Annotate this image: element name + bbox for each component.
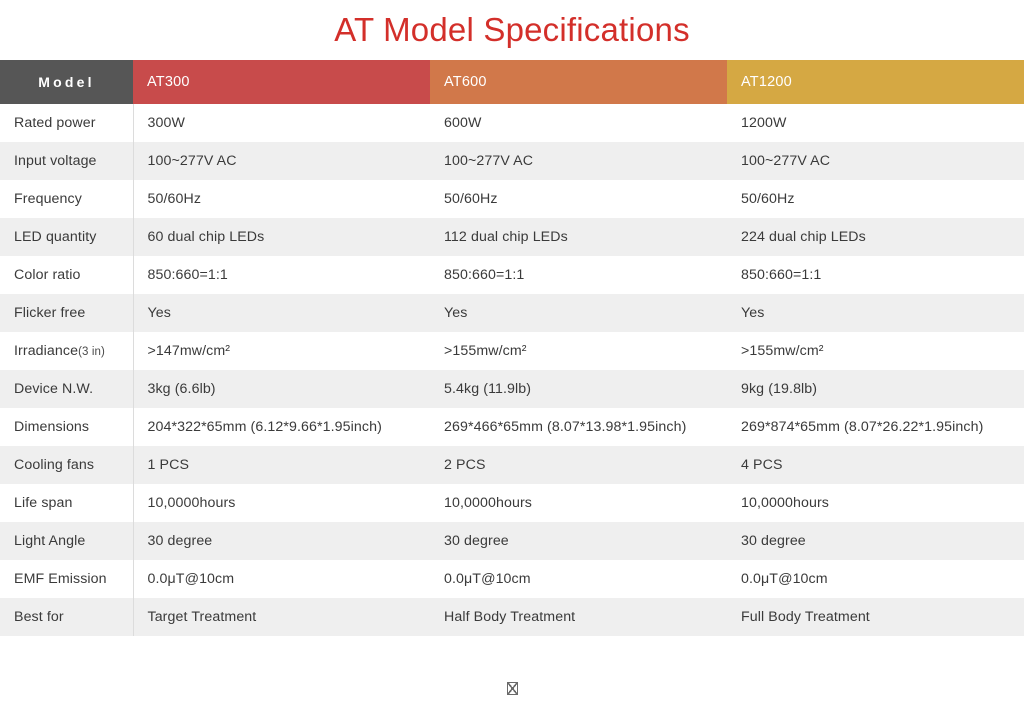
cell-at300: 30 degree xyxy=(133,522,430,560)
table-row: Life span 10,0000hours 10,0000hours 10,0000… xyxy=(0,484,1024,522)
cell-at600: 5.4kg (11.9lb) xyxy=(430,370,727,408)
cell-at600: Yes xyxy=(430,294,727,332)
row-label: Frequency xyxy=(0,180,134,218)
cell-at600: 10,0000hours xyxy=(430,484,727,522)
cell-at300: 850:660=1:1 xyxy=(133,256,430,294)
table-row: EMF Emission 0.0μT@10cm 0.0μT@10cm 0.0μT@10… xyxy=(0,560,1024,598)
table-row: Input voltage 100~277V AC 100~277V AC 100~2… xyxy=(0,142,1024,180)
cell-at1200: 9kg (19.8lb) xyxy=(727,370,1024,408)
row-label: Cooling fans xyxy=(0,446,134,484)
cell-at300: >147mw/cm² xyxy=(133,332,430,370)
table-row: Light Angle 30 degree 30 degree 30 degree xyxy=(0,522,1024,560)
cell-at600: 100~277V AC xyxy=(430,142,727,180)
row-label: Input voltage xyxy=(0,142,134,180)
table-row: Color ratio 850:660=1:1 850:660=1:1 850:660… xyxy=(0,256,1024,294)
row-label: LED quantity xyxy=(0,218,134,256)
row-label: Best for xyxy=(0,598,134,636)
row-label: Rated power xyxy=(0,104,134,142)
cell-at600: 30 degree xyxy=(430,522,727,560)
table-row: Device N.W. 3kg (6.6lb) 5.4kg (11.9lb) 9kg … xyxy=(0,370,1024,408)
cell-at1200: 850:660=1:1 xyxy=(727,256,1024,294)
column-header-at300: AT300 xyxy=(133,60,430,104)
table-row: Flicker free Yes Yes Yes xyxy=(0,294,1024,332)
cell-at1200: 0.0μT@10cm xyxy=(727,560,1024,598)
cell-at600: 0.0μT@10cm xyxy=(430,560,727,598)
cell-at300: 204*322*65mm (6.12*9.66*1.95inch) xyxy=(133,408,430,446)
cell-at1200: 10,0000hours xyxy=(727,484,1024,522)
cell-at1200: 269*874*65mm (8.07*26.22*1.95inch) xyxy=(727,408,1024,446)
cell-at300: Yes xyxy=(133,294,430,332)
table-row: Frequency 50/60Hz 50/60Hz 50/60Hz xyxy=(0,180,1024,218)
cell-at300: 300W xyxy=(133,104,430,142)
cell-at300: 10,0000hours xyxy=(133,484,430,522)
row-label-sub: (3 in) xyxy=(78,346,105,358)
table-header-row: Model AT300 AT600 AT1200 xyxy=(0,60,1024,104)
cell-at1200: Yes xyxy=(727,294,1024,332)
cell-at1200: 30 degree xyxy=(727,522,1024,560)
cell-at300: Target Treatment xyxy=(133,598,430,636)
cell-at600: >155mw/cm² xyxy=(430,332,727,370)
cell-at300: 1 PCS xyxy=(133,446,430,484)
row-label: Device N.W. xyxy=(0,370,134,408)
cell-at600: 50/60Hz xyxy=(430,180,727,218)
cell-at1200: 100~277V AC xyxy=(727,142,1024,180)
table-header: Model AT300 AT600 AT1200 xyxy=(0,60,1024,104)
row-label: Irradiance(3 in) xyxy=(0,332,134,370)
row-label: Light Angle xyxy=(0,522,134,560)
cell-at600: 600W xyxy=(430,104,727,142)
cell-at300: 50/60Hz xyxy=(133,180,430,218)
cell-at1200: 224 dual chip LEDs xyxy=(727,218,1024,256)
cell-at300: 60 dual chip LEDs xyxy=(133,218,430,256)
row-label: Dimensions xyxy=(0,408,134,446)
table-row: Best for Target Treatment Half Body Treatm… xyxy=(0,598,1024,636)
cell-at1200: Full Body Treatment xyxy=(727,598,1024,636)
table-row: LED quantity 60 dual chip LEDs 112 dual ch… xyxy=(0,218,1024,256)
table-row: Cooling fans 1 PCS 2 PCS 4 PCS xyxy=(0,446,1024,484)
row-label: EMF Emission xyxy=(0,560,134,598)
table-body: Rated power 300W 600W 1200W Input voltage 100… xyxy=(0,104,1024,636)
cell-at600: 850:660=1:1 xyxy=(430,256,727,294)
row-label: Flicker free xyxy=(0,294,134,332)
cell-at1200: 4 PCS xyxy=(727,446,1024,484)
row-label: Life span xyxy=(0,484,134,522)
cell-at300: 100~277V AC xyxy=(133,142,430,180)
cell-at300: 3kg (6.6lb) xyxy=(133,370,430,408)
table-row: Rated power 300W 600W 1200W xyxy=(0,104,1024,142)
missing-glyph-icon xyxy=(506,682,518,695)
specifications-table: Model AT300 AT600 AT1200 Rated power 300W… xyxy=(0,60,1024,636)
footer-glyph xyxy=(0,682,1024,695)
cell-at600: 2 PCS xyxy=(430,446,727,484)
table-row: Dimensions 204*322*65mm (6.12*9.66*1.95in… xyxy=(0,408,1024,446)
cell-at1200: >155mw/cm² xyxy=(727,332,1024,370)
cell-at600: Half Body Treatment xyxy=(430,598,727,636)
cell-at600: 112 dual chip LEDs xyxy=(430,218,727,256)
cell-at1200: 1200W xyxy=(727,104,1024,142)
column-header-at1200: AT1200 xyxy=(727,60,1024,104)
cell-at300: 0.0μT@10cm xyxy=(133,560,430,598)
column-header-model: Model xyxy=(0,60,133,104)
table-row: Irradiance(3 in) >147mw/cm² >155mw/cm² >155… xyxy=(0,332,1024,370)
column-header-at600: AT600 xyxy=(430,60,727,104)
page-title: AT Model Specifications xyxy=(334,11,690,48)
cell-at1200: 50/60Hz xyxy=(727,180,1024,218)
cell-at600: 269*466*65mm (8.07*13.98*1.95inch) xyxy=(430,408,727,446)
row-label: Color ratio xyxy=(0,256,134,294)
